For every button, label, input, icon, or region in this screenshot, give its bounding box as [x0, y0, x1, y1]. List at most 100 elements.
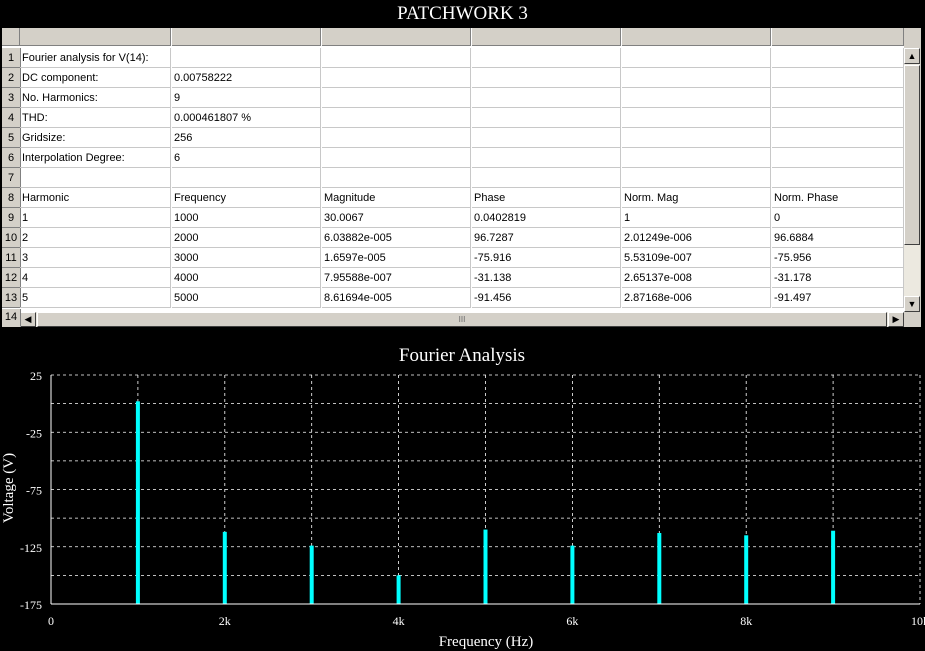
- table-cell[interactable]: 4000: [172, 268, 321, 288]
- column-header[interactable]: [322, 28, 471, 46]
- table-cell[interactable]: 256: [172, 128, 321, 148]
- table-cell[interactable]: [322, 168, 471, 188]
- table-cell[interactable]: [172, 48, 321, 68]
- row-header-14[interactable]: 14: [2, 309, 21, 326]
- row-header[interactable]: 5: [2, 128, 21, 148]
- table-cell[interactable]: [772, 168, 904, 188]
- table-cell[interactable]: THD:: [20, 108, 171, 128]
- table-cell[interactable]: 1000: [172, 208, 321, 228]
- row-header[interactable]: 8: [2, 188, 21, 208]
- table-cell[interactable]: [322, 128, 471, 148]
- scrollbar-thumb[interactable]: III: [37, 312, 887, 327]
- table-cell[interactable]: -31.138: [472, 268, 621, 288]
- chevron-left-icon[interactable]: ◀: [20, 312, 36, 327]
- chevron-up-icon[interactable]: ▲: [904, 48, 920, 64]
- row-header[interactable]: 12: [2, 268, 21, 288]
- table-cell[interactable]: 9: [172, 88, 321, 108]
- column-header[interactable]: [772, 28, 904, 46]
- table-cell[interactable]: [322, 88, 471, 108]
- table-cell[interactable]: -75.916: [472, 248, 621, 268]
- row-header[interactable]: 6: [2, 148, 21, 168]
- corner-cell[interactable]: [2, 28, 20, 46]
- table-cell[interactable]: No. Harmonics:: [20, 88, 171, 108]
- table-cell[interactable]: Gridsize:: [20, 128, 171, 148]
- table-cell[interactable]: Norm. Mag: [622, 188, 771, 208]
- table-cell[interactable]: 6.03882e-005: [322, 228, 471, 248]
- table-cell[interactable]: 5.53109e-007: [622, 248, 771, 268]
- table-cell[interactable]: [772, 108, 904, 128]
- table-cell[interactable]: 1: [20, 208, 171, 228]
- table-cell[interactable]: [322, 148, 471, 168]
- table-cell[interactable]: Fourier analysis for V(14):: [20, 48, 171, 68]
- table-cell[interactable]: 4: [20, 268, 171, 288]
- table-cell[interactable]: [772, 88, 904, 108]
- table-cell[interactable]: [472, 68, 621, 88]
- table-cell[interactable]: 3: [20, 248, 171, 268]
- row-header[interactable]: 13: [2, 288, 21, 308]
- table-cell[interactable]: [622, 128, 771, 148]
- table-cell[interactable]: 30.0067: [322, 208, 471, 228]
- table-cell[interactable]: [322, 108, 471, 128]
- table-cell[interactable]: [772, 68, 904, 88]
- table-cell[interactable]: 2.87168e-006: [622, 288, 771, 308]
- column-header[interactable]: [472, 28, 621, 46]
- table-cell[interactable]: 0.0402819: [472, 208, 621, 228]
- table-cell[interactable]: Harmonic: [20, 188, 171, 208]
- table-cell[interactable]: -91.456: [472, 288, 621, 308]
- table-cell[interactable]: [472, 88, 621, 108]
- table-cell[interactable]: [472, 168, 621, 188]
- table-cell[interactable]: [472, 128, 621, 148]
- row-header[interactable]: 3: [2, 88, 21, 108]
- column-header[interactable]: [622, 28, 771, 46]
- table-cell[interactable]: 1.6597e-005: [322, 248, 471, 268]
- table-cell[interactable]: [472, 48, 621, 68]
- table-cell[interactable]: 96.6884: [772, 228, 904, 248]
- chevron-right-icon[interactable]: ▶: [888, 312, 904, 327]
- table-cell[interactable]: [622, 68, 771, 88]
- table-cell[interactable]: 2: [20, 228, 171, 248]
- table-cell[interactable]: 0.000461807 %: [172, 108, 321, 128]
- table-cell[interactable]: [772, 48, 904, 68]
- table-cell[interactable]: -31.178: [772, 268, 904, 288]
- row-header[interactable]: 10: [2, 228, 21, 248]
- table-cell[interactable]: 0: [772, 208, 904, 228]
- row-header[interactable]: 4: [2, 108, 21, 128]
- table-cell[interactable]: Magnitude: [322, 188, 471, 208]
- table-cell[interactable]: [622, 168, 771, 188]
- column-header[interactable]: [20, 28, 171, 46]
- table-cell[interactable]: [772, 148, 904, 168]
- table-cell[interactable]: DC component:: [20, 68, 171, 88]
- table-cell[interactable]: [622, 148, 771, 168]
- table-cell[interactable]: 2.01249e-006: [622, 228, 771, 248]
- row-header[interactable]: 7: [2, 168, 21, 188]
- table-cell[interactable]: Phase: [472, 188, 621, 208]
- column-header[interactable]: [172, 28, 321, 46]
- table-cell[interactable]: 1: [622, 208, 771, 228]
- horizontal-scrollbar[interactable]: ◀ III ▶: [20, 312, 904, 327]
- table-cell[interactable]: [322, 68, 471, 88]
- table-cell[interactable]: [622, 48, 771, 68]
- table-cell[interactable]: 7.95588e-007: [322, 268, 471, 288]
- table-cell[interactable]: [322, 48, 471, 68]
- table-cell[interactable]: [472, 108, 621, 128]
- scrollbar-thumb[interactable]: [904, 65, 920, 245]
- table-cell[interactable]: [472, 148, 621, 168]
- chevron-down-icon[interactable]: ▼: [904, 296, 920, 312]
- table-cell[interactable]: 3000: [172, 248, 321, 268]
- table-cell[interactable]: [622, 88, 771, 108]
- row-header[interactable]: 11: [2, 248, 21, 268]
- table-cell[interactable]: 2.65137e-008: [622, 268, 771, 288]
- table-cell[interactable]: 8.61694e-005: [322, 288, 471, 308]
- table-cell[interactable]: Norm. Phase: [772, 188, 904, 208]
- table-cell[interactable]: 0.00758222: [172, 68, 321, 88]
- table-cell[interactable]: [20, 168, 171, 188]
- table-cell[interactable]: 5000: [172, 288, 321, 308]
- table-cell[interactable]: Frequency: [172, 188, 321, 208]
- table-cell[interactable]: -75.956: [772, 248, 904, 268]
- row-header[interactable]: 1: [2, 48, 21, 68]
- table-cell[interactable]: [172, 168, 321, 188]
- table-cell[interactable]: 5: [20, 288, 171, 308]
- row-header[interactable]: 9: [2, 208, 21, 228]
- table-cell[interactable]: 2000: [172, 228, 321, 248]
- row-header[interactable]: 2: [2, 68, 21, 88]
